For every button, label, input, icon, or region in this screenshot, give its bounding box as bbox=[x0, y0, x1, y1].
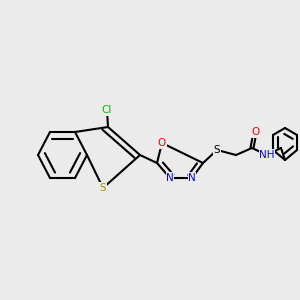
Text: NH: NH bbox=[259, 150, 275, 160]
Text: O: O bbox=[251, 127, 259, 137]
Text: N: N bbox=[188, 173, 196, 183]
Text: N: N bbox=[166, 173, 174, 183]
Text: S: S bbox=[100, 183, 106, 193]
Text: S: S bbox=[214, 145, 220, 155]
Text: Cl: Cl bbox=[102, 105, 112, 115]
Text: O: O bbox=[158, 138, 166, 148]
